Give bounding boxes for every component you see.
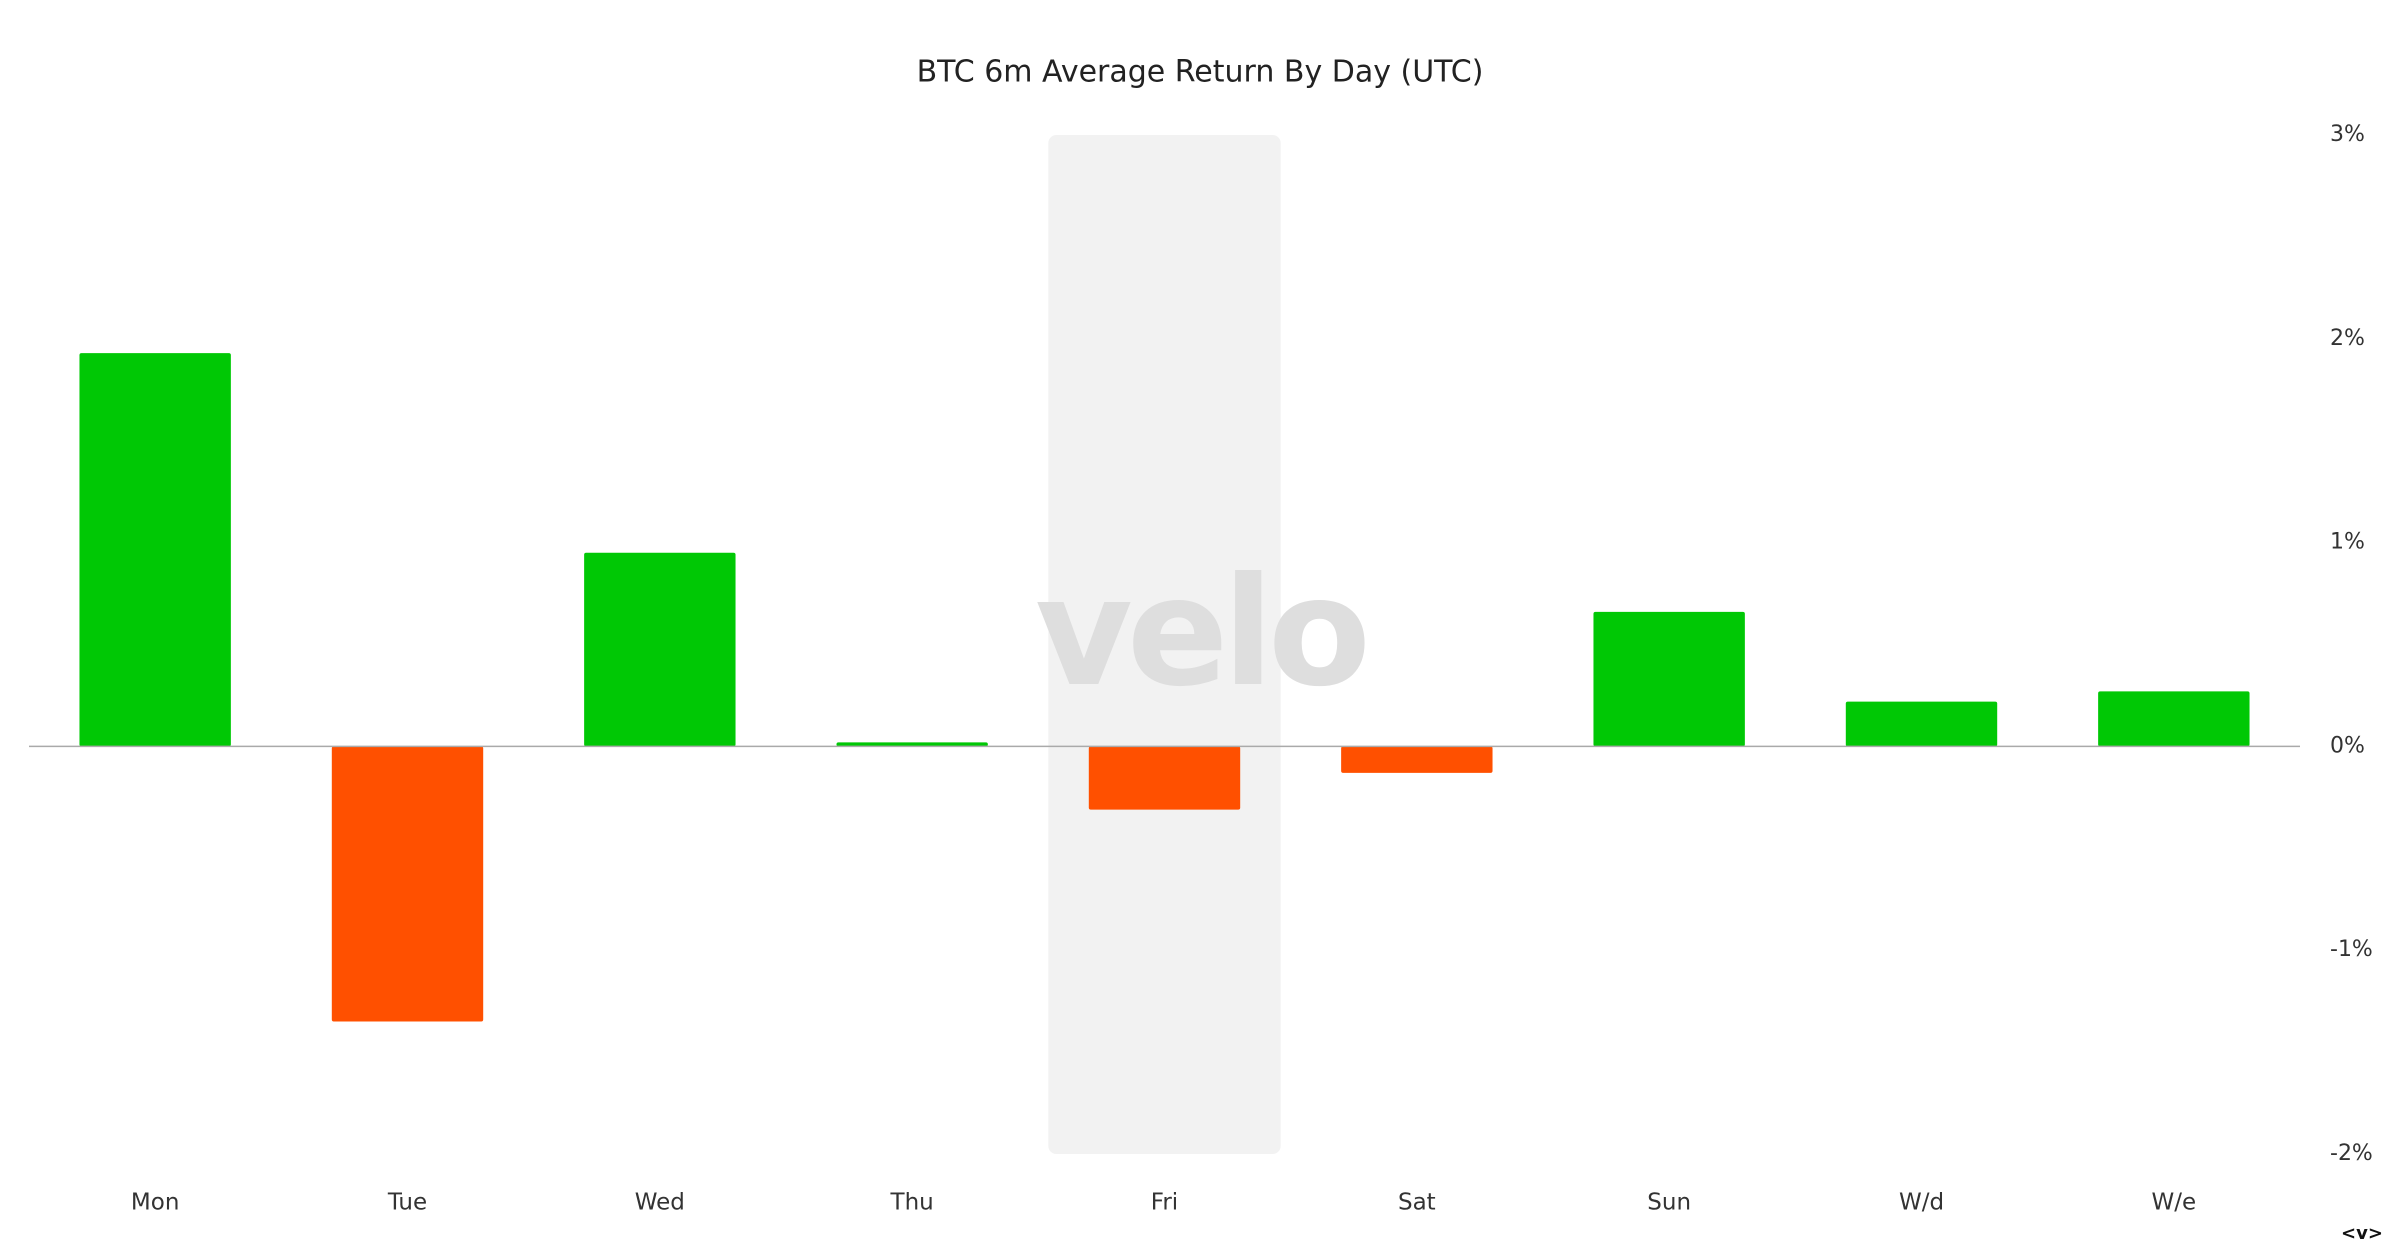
bar xyxy=(1341,746,1493,773)
highlight-band xyxy=(1048,135,1281,1154)
bar xyxy=(1088,746,1241,810)
x-tick-label: Wed xyxy=(635,1190,685,1216)
footer-mark: <v> xyxy=(2341,1223,2383,1244)
y-tick-label: 2% xyxy=(2330,326,2365,351)
background-layer: velo xyxy=(1035,135,1371,1154)
x-tick-label: Thu xyxy=(890,1190,934,1216)
y-tick-label: 3% xyxy=(2330,122,2365,147)
bar xyxy=(836,742,988,747)
x-tick-label: W/d xyxy=(1899,1190,1944,1216)
y-tick-label: -1% xyxy=(2330,937,2373,962)
watermark: velo xyxy=(1035,546,1365,720)
x-tick-label: Sat xyxy=(1398,1190,1436,1216)
bar xyxy=(584,552,736,747)
bar xyxy=(331,746,484,1022)
bar xyxy=(1845,701,1998,747)
x-tick-label: W/e xyxy=(2152,1190,2197,1216)
y-tick-label: 1% xyxy=(2330,530,2365,555)
bar xyxy=(79,353,231,747)
chart-title: BTC 6m Average Return By Day (UTC) xyxy=(917,55,1484,90)
bar xyxy=(1593,611,1745,747)
x-tick-label: Mon xyxy=(131,1190,180,1216)
x-tick-label: Sun xyxy=(1647,1190,1691,1216)
y-tick-label: 0% xyxy=(2330,733,2365,758)
bar xyxy=(2098,691,2250,747)
x-tick-label: Fri xyxy=(1151,1190,1178,1216)
y-tick-label: -2% xyxy=(2330,1141,2373,1166)
x-tick-label: Tue xyxy=(387,1190,427,1216)
